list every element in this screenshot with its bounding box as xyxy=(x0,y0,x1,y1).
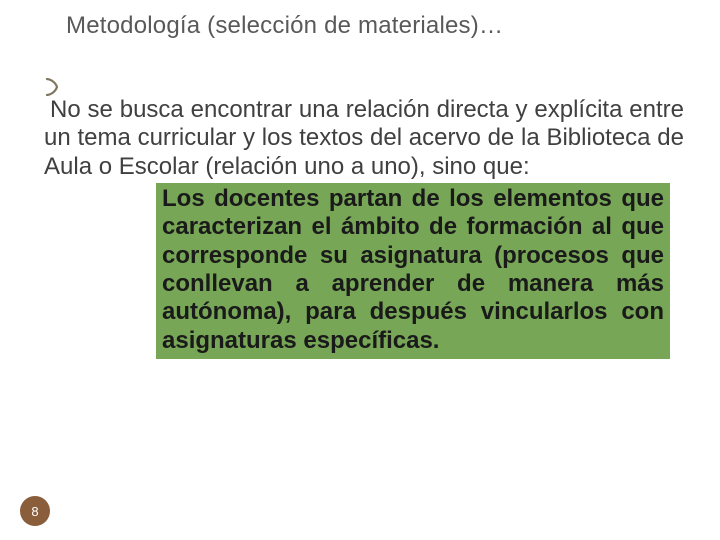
highlight-text: Los docentes partan de los elementos que… xyxy=(162,185,664,355)
highlight-box: Los docentes partan de los elementos que… xyxy=(156,183,670,359)
page-number: 8 xyxy=(31,504,38,519)
paragraph-lead: No xyxy=(50,96,81,123)
slide-title: Metodología (selección de materiales)… xyxy=(66,12,692,40)
bullet-icon xyxy=(44,78,684,96)
paragraph-rest: se busca encontrar una relación directa … xyxy=(44,96,684,180)
slide-container: Metodología (selección de materiales)… N… xyxy=(0,0,720,540)
body-paragraph: No se busca encontrar una relación direc… xyxy=(44,78,684,181)
page-number-badge: 8 xyxy=(20,496,50,526)
